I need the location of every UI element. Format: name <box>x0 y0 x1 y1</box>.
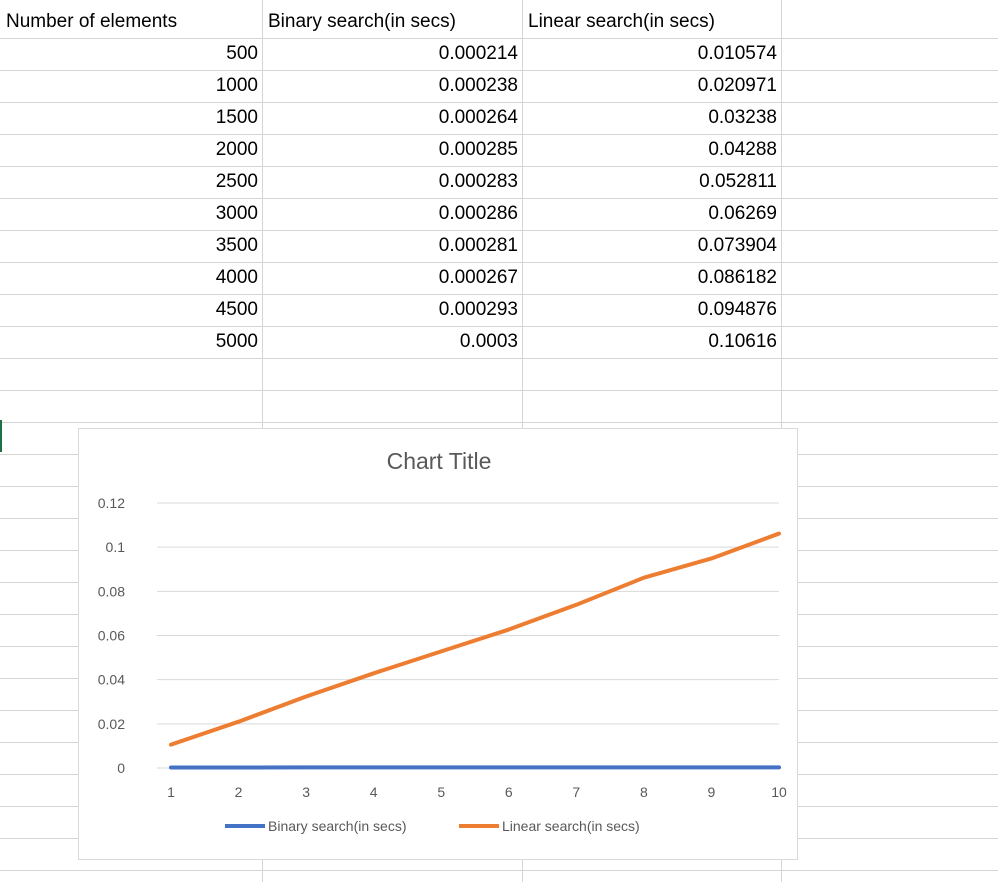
header-cell[interactable]: Linear search(in secs) <box>528 11 715 32</box>
data-cell[interactable]: 0.000267 <box>438 267 518 288</box>
data-cell[interactable]: 3000 <box>215 203 258 224</box>
data-cell[interactable]: 3500 <box>215 235 258 256</box>
data-cell[interactable]: 2000 <box>215 139 258 160</box>
data-cell[interactable]: 0.000293 <box>438 299 518 320</box>
data-cell[interactable]: 0.04288 <box>708 139 777 160</box>
data-cell[interactable]: 1000 <box>215 75 258 96</box>
line-chart[interactable]: Chart Title 0 0.02 0.04 0.06 0.08 0.1 0.12 1 2 3 4 5… <box>78 428 798 860</box>
y-tick-label: 0.06 <box>98 628 125 644</box>
x-tick-label: 3 <box>302 784 310 800</box>
legend-label: Binary search(in secs) <box>268 818 407 834</box>
data-cell[interactable]: 0.073904 <box>697 235 777 256</box>
y-tick-label: 0 <box>117 760 125 776</box>
header-cell[interactable]: Number of elements <box>6 11 178 32</box>
data-cell[interactable]: 0.000286 <box>438 203 518 224</box>
row-selection-marker <box>0 420 2 452</box>
data-cell[interactable]: 1500 <box>215 107 258 128</box>
x-tick-label: 2 <box>235 784 243 800</box>
x-tick-label: 7 <box>572 784 580 800</box>
data-cell[interactable]: 0.086182 <box>697 267 777 288</box>
data-cell[interactable]: 0.000264 <box>438 107 518 128</box>
data-cell[interactable]: 2500 <box>215 171 258 192</box>
data-cell[interactable]: 0.052811 <box>699 171 777 192</box>
data-cell[interactable]: 0.000283 <box>438 171 518 192</box>
data-cell[interactable]: 0.020971 <box>697 75 777 96</box>
data-cell[interactable]: 0.03238 <box>708 107 777 128</box>
data-cell[interactable]: 4500 <box>215 299 258 320</box>
data-cell[interactable]: 0.000214 <box>438 43 518 64</box>
x-tick-label: 1 <box>167 784 175 800</box>
data-cell[interactable]: 4000 <box>215 267 258 288</box>
header-cell[interactable]: Binary search(in secs) <box>268 11 456 32</box>
x-tick-label: 6 <box>505 784 513 800</box>
legend-label: Linear search(in secs) <box>502 818 640 834</box>
x-tick-label: 5 <box>437 784 445 800</box>
data-cell[interactable]: 0.000285 <box>438 139 518 160</box>
series-line-linear-search[interactable] <box>169 531 781 747</box>
chart-title: Chart Title <box>387 448 492 474</box>
chart-plot: Chart Title 0 0.02 0.04 0.06 0.08 0.1 0.12 1 2 3 4 5… <box>98 448 787 834</box>
data-cell[interactable]: 0.010574 <box>697 43 777 64</box>
y-tick-label: 0.08 <box>98 583 125 599</box>
x-tick-label: 8 <box>640 784 648 800</box>
data-cell[interactable]: 0.094876 <box>697 299 777 320</box>
data-cell[interactable]: 500 <box>226 43 258 64</box>
data-cell[interactable]: 5000 <box>215 331 258 352</box>
x-tick-label: 9 <box>708 784 716 800</box>
data-cell[interactable]: 0.000281 <box>438 235 518 256</box>
y-tick-label: 0.1 <box>106 539 126 555</box>
data-cell[interactable]: 0.0003 <box>459 331 518 352</box>
y-tick-label: 0.02 <box>98 716 125 732</box>
data-cell[interactable]: 0.000238 <box>438 75 518 96</box>
y-tick-label: 0.12 <box>98 495 125 511</box>
x-tick-label: 10 <box>771 784 787 800</box>
y-tick-label: 0.04 <box>98 672 125 688</box>
data-cell[interactable]: 0.06269 <box>708 203 777 224</box>
data-cell[interactable]: 0.10616 <box>708 331 777 352</box>
x-tick-label: 4 <box>370 784 378 800</box>
